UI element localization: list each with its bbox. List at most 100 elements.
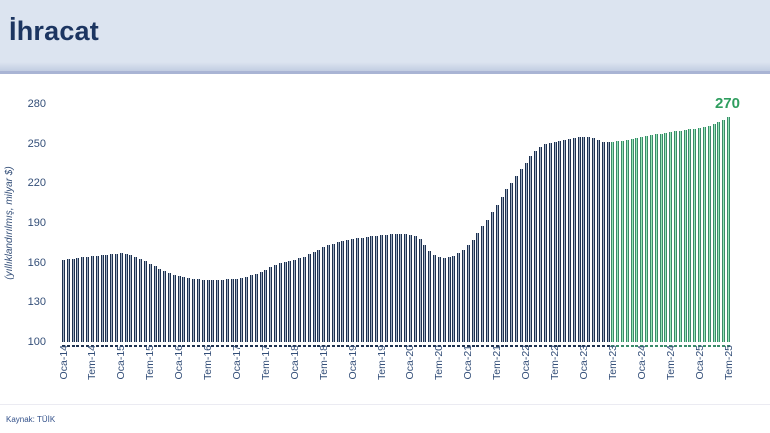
bar (293, 259, 297, 342)
axis-tick-mark (302, 345, 306, 347)
y-tick-label: 220 (27, 177, 46, 190)
axis-tick-mark (394, 345, 398, 347)
x-tick-label: Oca-25 (693, 345, 706, 380)
bar-highlighted (683, 130, 687, 342)
last-value-data-label: 270 (714, 95, 740, 112)
x-tick-label: Tem-21 (491, 345, 504, 381)
x-tick-label: Tem-16 (202, 345, 215, 381)
bar-highlighted (678, 130, 682, 342)
bar (408, 234, 412, 342)
bar (543, 144, 547, 342)
bar (71, 258, 75, 342)
axis-tick-mark (673, 345, 677, 347)
axis-tick-mark (596, 345, 600, 347)
bar (510, 182, 514, 342)
axis-tick-mark (572, 345, 576, 347)
axis-tick-mark (433, 345, 437, 347)
bar-highlighted (712, 124, 716, 342)
bar (124, 253, 128, 342)
bar (76, 258, 80, 342)
x-tick-label: Tem-20 (433, 345, 446, 381)
bar (582, 136, 586, 342)
x-tick-label: Tem-18 (317, 345, 330, 381)
bar (216, 279, 220, 342)
bar (201, 279, 205, 342)
bar (418, 238, 422, 342)
bar (240, 277, 244, 342)
axis-tick-mark (274, 345, 278, 347)
axis-tick-mark (452, 345, 456, 347)
bar (172, 274, 176, 342)
axis-tick-mark (322, 345, 326, 347)
axis-tick-mark (225, 345, 229, 347)
header-rule (0, 71, 770, 74)
bar-highlighted (654, 134, 658, 342)
bar (346, 239, 350, 342)
axis-tick-mark (563, 345, 567, 347)
axis-tick-mark (327, 345, 331, 347)
bar (370, 236, 374, 342)
axis-tick-mark (95, 345, 99, 347)
bar (105, 254, 109, 342)
bar (486, 219, 490, 342)
axis-tick-mark (408, 345, 412, 347)
axis-tick-mark (418, 345, 422, 347)
axis-tick-mark (249, 345, 253, 347)
x-tick-label: Tem-25 (722, 345, 735, 381)
bar (524, 162, 528, 342)
x-tick-label: Oca-16 (173, 345, 186, 380)
bar (365, 237, 369, 342)
axis-tick-mark (182, 345, 186, 347)
bar (211, 280, 215, 342)
bar (606, 142, 610, 342)
bar-highlighted (620, 140, 624, 342)
axis-tick-mark (389, 345, 393, 347)
bar (461, 250, 465, 342)
x-tick-label: Tem-24 (664, 345, 677, 381)
axis-tick-mark (437, 345, 441, 347)
bar (187, 278, 191, 342)
axis-tick-mark (192, 345, 196, 347)
bar (360, 237, 364, 342)
bar-highlighted (688, 129, 692, 342)
axis-tick-mark (168, 345, 171, 347)
bar (563, 140, 567, 342)
bar (269, 267, 273, 342)
axis-tick-mark (312, 345, 316, 347)
bar (495, 204, 499, 342)
x-tick-label: Oca-24 (635, 345, 648, 380)
axis-tick-mark (341, 345, 345, 347)
axis-tick-mark (654, 345, 658, 347)
bar (567, 139, 571, 342)
axis-tick-mark (712, 345, 716, 347)
axis-tick-mark (298, 345, 302, 347)
bar (351, 239, 355, 342)
page-title: İhracat (9, 15, 99, 46)
axis-tick-mark (129, 345, 133, 347)
axis-tick-mark (404, 345, 408, 347)
axis-tick-mark (524, 345, 528, 347)
bar (423, 244, 427, 342)
bar-highlighted (659, 133, 663, 342)
bar (134, 256, 138, 342)
axis-tick-mark (307, 345, 311, 347)
axis-tick-mark (558, 345, 562, 347)
axis-tick-mark (66, 345, 70, 347)
axis-tick-mark (230, 345, 234, 347)
bar-highlighted (625, 139, 629, 342)
axis-tick-mark (81, 345, 85, 347)
axis-tick-mark (490, 345, 494, 347)
bar (62, 260, 65, 342)
bar (534, 150, 538, 342)
x-tick-label: Oca-23 (577, 345, 590, 380)
bar (548, 142, 552, 342)
axis-tick-mark (346, 345, 350, 347)
axis-tick-mark (428, 345, 432, 347)
y-axis-tick-labels: 100 130 160 190 220 250 280 (0, 0, 50, 433)
axis-tick-mark (336, 345, 340, 347)
axis-tick-mark (481, 345, 485, 347)
x-tick-label: Tem-19 (375, 345, 388, 381)
y-tick-label: 130 (27, 296, 46, 309)
x-tick-label: Oca-21 (462, 345, 475, 380)
axis-tick-mark (86, 345, 90, 347)
